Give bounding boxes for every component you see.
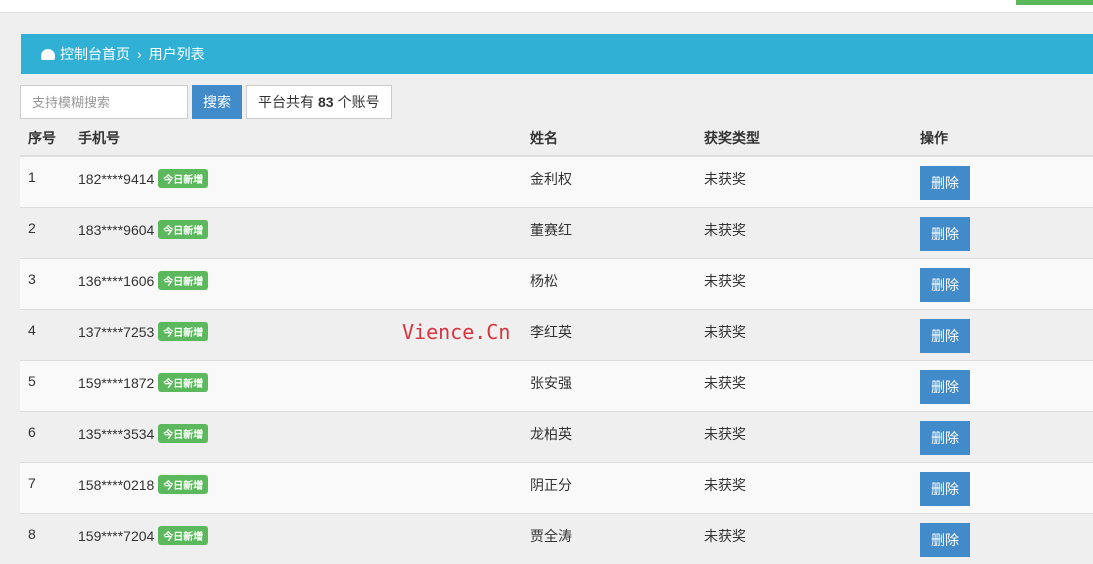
cell-name: 阴正分 [522,461,696,513]
table-row: 4 137****7253 今日新增 李红英 未获奖 删除 [20,308,1093,360]
new-today-badge: 今日新增 [158,474,209,494]
header-name: 姓名 [522,120,696,157]
cell-no: 3 [20,257,70,309]
header-award: 获奖类型 [696,120,912,157]
cell-name: 龙柏英 [522,410,696,462]
cell-action: 删除 [912,461,1093,513]
cell-action: 删除 [912,512,1093,564]
dashboard-icon [41,48,55,60]
cell-award: 未获奖 [696,206,912,258]
cell-action: 删除 [912,155,1093,207]
delete-button[interactable]: 删除 [920,420,970,455]
cell-award: 未获奖 [696,155,912,207]
cell-action: 删除 [912,206,1093,258]
delete-button[interactable]: 删除 [920,166,970,200]
cell-award: 未获奖 [696,359,912,411]
cell-no: 8 [20,512,70,564]
table-row: 3 136****1606 今日新增 杨松 未获奖 删除 [20,257,1093,309]
cell-action: 删除 [912,359,1093,411]
cell-action: 删除 [912,410,1093,462]
phone: 183****9604 [78,221,155,238]
cell-phone: 135****3534 今日新增 [70,410,522,462]
cell-name: 李红英 [522,308,696,360]
cell-phone: 159****7204 今日新增 [70,512,522,564]
breadcrumb-home[interactable]: 控制台首页 [60,46,130,62]
table-row: 6 135****3534 今日新增 龙柏英 未获奖 删除 [20,410,1093,462]
delete-button[interactable]: 删除 [920,522,970,557]
cell-name: 贾全涛 [522,512,696,564]
cell-name: 董赛红 [522,206,696,258]
header-phone: 手机号 [70,120,522,157]
cell-award: 未获奖 [696,512,912,564]
breadcrumb-current: 用户列表 [148,46,205,62]
phone: 159****1872 [78,374,155,391]
header-no: 序号 [20,120,70,157]
cell-no: 1 [20,155,70,207]
delete-button[interactable]: 删除 [920,216,970,251]
cell-no: 5 [20,359,70,411]
delete-button[interactable]: 删除 [920,369,970,404]
phone: 137****7253 [78,323,155,340]
top-bar [0,0,1093,13]
cell-no: 7 [20,461,70,513]
new-today-badge: 今日新增 [158,321,209,341]
cell-action: 删除 [912,257,1093,309]
table-row: 1 182****9414 今日新增 金利权 未获奖 删除 [20,155,1093,207]
table-row: 5 159****1872 今日新增 张安强 未获奖 删除 [20,359,1093,411]
count-prefix: 平台共有 [258,94,314,110]
new-today-badge: 今日新增 [158,423,209,443]
account-count: 平台共有 83 个账号 [246,85,392,119]
table-row: 2 183****9604 今日新增 董赛红 未获奖 删除 [20,206,1093,258]
search-button[interactable]: 搜索 [192,85,242,119]
cell-no: 6 [20,410,70,462]
top-action-button[interactable] [1016,0,1093,5]
cell-phone: 136****1606 今日新增 [70,257,522,309]
new-today-badge: 今日新增 [158,219,209,239]
new-today-badge: 今日新增 [158,270,209,290]
header-action: 操作 [912,120,1093,157]
delete-button[interactable]: 删除 [920,471,970,506]
count-suffix: 个账号 [337,94,380,110]
new-today-badge: 今日新增 [158,169,209,188]
cell-action: 删除 [912,308,1093,360]
delete-button[interactable]: 删除 [920,267,970,302]
phone: 159****7204 [78,527,155,544]
cell-phone: 182****9414 今日新增 [70,155,522,207]
cell-phone: 159****1872 今日新增 [70,359,522,411]
table-row: 8 159****7204 今日新增 贾全涛 未获奖 删除 [20,512,1093,564]
cell-name: 杨松 [522,257,696,309]
cell-award: 未获奖 [696,257,912,309]
watermark: Vience.Cn [402,320,511,344]
new-today-badge: 今日新增 [158,525,209,545]
table-row: 7 158****0218 今日新增 阴正分 未获奖 删除 [20,461,1093,513]
phone: 182****9414 [78,171,155,187]
delete-button[interactable]: 删除 [920,318,970,353]
cell-phone: 137****7253 今日新增 [70,308,522,360]
cell-name: 金利权 [522,155,696,207]
new-today-badge: 今日新增 [158,372,209,392]
phone: 136****1606 [78,272,155,289]
cell-phone: 158****0218 今日新增 [70,461,522,513]
chevron-right-icon: › [137,46,142,62]
count-value: 83 [318,94,334,110]
breadcrumb: 控制台首页 › 用户列表 [21,34,1093,74]
cell-name: 张安强 [522,359,696,411]
cell-no: 2 [20,206,70,258]
cell-phone: 183****9604 今日新增 [70,206,522,258]
user-table: 序号 手机号 姓名 获奖类型 操作 1 182****9414 今日新增 金利权 … [20,120,1093,564]
cell-award: 未获奖 [696,308,912,360]
phone: 158****0218 [78,476,155,493]
search-bar: 搜索 平台共有 83 个账号 [20,85,392,119]
cell-no: 4 [20,308,70,360]
phone: 135****3534 [78,425,155,442]
cell-award: 未获奖 [696,461,912,513]
search-input[interactable] [20,85,188,119]
cell-award: 未获奖 [696,410,912,462]
